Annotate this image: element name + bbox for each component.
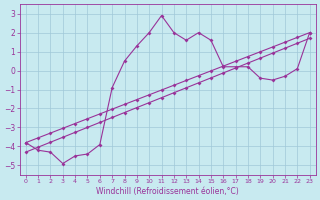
X-axis label: Windchill (Refroidissement éolien,°C): Windchill (Refroidissement éolien,°C)	[96, 187, 239, 196]
